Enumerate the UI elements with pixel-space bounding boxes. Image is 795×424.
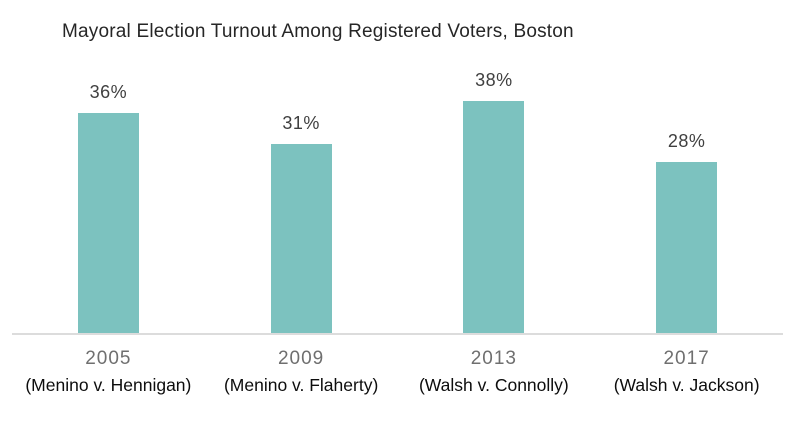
matchup-label: (Menino v. Hennigan): [25, 374, 192, 395]
year-label: 2005: [85, 348, 132, 369]
year-label: 2013: [470, 348, 518, 369]
matchup-label: (Walsh v. Connolly): [418, 374, 569, 395]
bar-value-label: 28%: [667, 131, 706, 152]
year-label: 2017: [663, 348, 710, 369]
bar-group-2017: 28%: [590, 131, 783, 333]
bar-group-2013: 38%: [398, 70, 591, 333]
bar: [656, 162, 718, 333]
bar-chart: 36% 31% 38% 28% 2005 (Menino v. Hennigan…: [12, 60, 783, 395]
x-label-group-2005: 2005 (Menino v. Hennigan): [12, 348, 205, 395]
x-label-group-2013: 2013 (Walsh v. Connolly): [398, 348, 591, 395]
matchup-label: (Walsh v. Jackson): [613, 374, 760, 395]
bar-value-label: 38%: [475, 70, 513, 91]
bar-value-label: 31%: [282, 113, 320, 134]
x-label-group-2009: 2009 (Menino v. Flaherty): [205, 348, 398, 395]
plot-area: 36% 31% 38% 28%: [12, 60, 783, 333]
bar-group-2009: 31%: [205, 113, 398, 333]
bar: [463, 101, 525, 333]
bar-value-label: 36%: [89, 82, 128, 103]
bar: [77, 113, 139, 333]
chart-title: Mayoral Election Turnout Among Registere…: [62, 21, 574, 42]
matchup-label: (Menino v. Flaherty): [223, 374, 379, 395]
year-label: 2009: [277, 348, 325, 369]
x-axis-labels: 2005 (Menino v. Hennigan) 2009 (Menino v…: [12, 335, 783, 395]
bar-group-2005: 36%: [12, 82, 205, 333]
x-axis-line: [12, 333, 783, 335]
x-label-group-2017: 2017 (Walsh v. Jackson): [590, 348, 783, 395]
bar: [270, 144, 332, 333]
